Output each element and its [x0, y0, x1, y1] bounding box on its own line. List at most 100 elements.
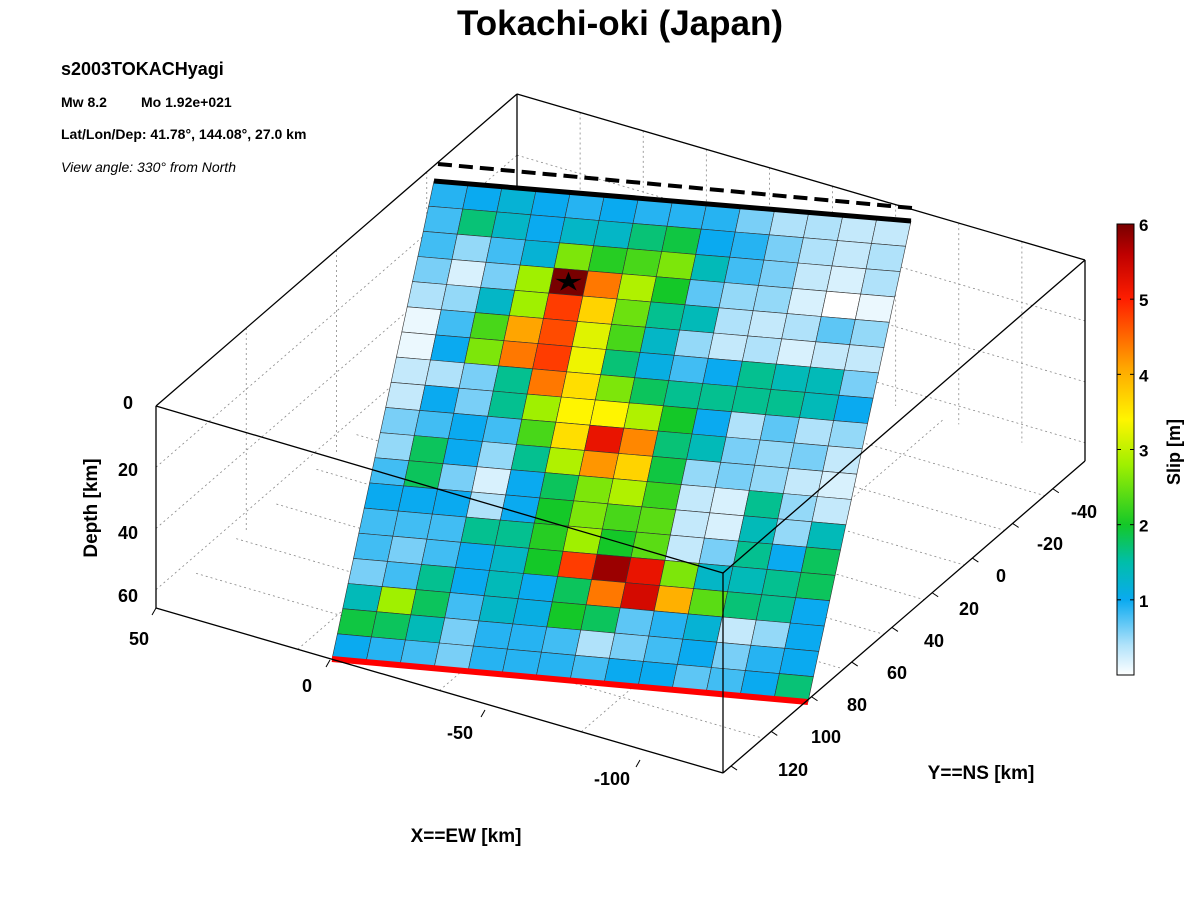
y-tick-label: 20	[959, 599, 979, 619]
slip-cell	[392, 510, 433, 540]
slip-cell	[707, 332, 749, 362]
slip-cell	[446, 259, 487, 288]
slip-cell	[421, 538, 462, 568]
slip-cell	[376, 586, 417, 616]
slip-cell	[379, 407, 421, 436]
y-tick-mark	[770, 730, 778, 736]
slip-cell	[648, 610, 689, 640]
slip-cell	[679, 304, 720, 334]
slip-cell	[514, 264, 555, 294]
slip-cell	[731, 386, 772, 416]
slip-cell	[729, 231, 770, 261]
slip-cell	[827, 420, 868, 450]
slip-cell	[566, 346, 607, 376]
slip-cell	[448, 412, 489, 442]
slip-cell	[406, 281, 447, 311]
slip-cell	[711, 641, 752, 671]
slip-cell	[755, 594, 797, 624]
slip-cell	[770, 363, 811, 393]
magnitude-label: Mw 8.2	[61, 94, 107, 110]
slip-cell	[725, 411, 766, 441]
slip-cell	[419, 384, 460, 414]
slip-cell	[605, 323, 646, 353]
slip-cell	[532, 343, 573, 373]
slip-cell	[765, 389, 806, 418]
slip-cell	[759, 414, 800, 444]
y-tick-mark	[972, 557, 979, 563]
fault-traces	[331, 162, 913, 705]
slip-cell	[600, 349, 641, 379]
slip-cell	[582, 270, 623, 300]
slip-cell	[455, 541, 496, 571]
slip-cell	[347, 558, 388, 587]
slip-cell	[714, 461, 756, 491]
slip-cell	[573, 475, 614, 505]
slip-cell	[505, 469, 546, 499]
slip-cell	[512, 598, 553, 628]
slip-cell	[727, 566, 768, 596]
slip-cell	[473, 620, 514, 650]
slip-cell	[693, 563, 734, 593]
slip-cell	[833, 394, 874, 424]
colorbar-tick-label: 5	[1139, 291, 1148, 310]
slip-cell	[453, 387, 494, 417]
slip-cell	[639, 326, 680, 356]
slip-cell	[444, 592, 485, 622]
slip-cell	[747, 310, 788, 340]
slip-cell	[487, 390, 528, 420]
y-tick-mark	[891, 626, 899, 632]
slip-cell	[609, 632, 650, 662]
box-edge	[155, 607, 724, 774]
slip-cell	[766, 543, 807, 573]
slip-cell	[557, 550, 598, 580]
slip-cell	[677, 638, 718, 668]
slip-cell	[593, 220, 634, 249]
slip-cell	[337, 608, 378, 638]
slip-cell	[401, 306, 442, 336]
slip-cell	[720, 436, 761, 466]
slip-cell	[571, 321, 612, 350]
box-edge	[722, 460, 1086, 774]
y-tick-label: 40	[924, 631, 944, 651]
slip-cell	[589, 399, 630, 429]
slip-cell	[854, 293, 896, 323]
slip-cell	[363, 482, 404, 512]
depth-tick-label: 20	[118, 460, 138, 480]
x-tick-label: -100	[594, 769, 630, 789]
slip-cell	[653, 585, 694, 615]
fault-plane	[331, 180, 912, 703]
y-tick-label: -20	[1037, 534, 1063, 554]
slip-cell	[587, 245, 628, 275]
slip-cell	[440, 284, 481, 313]
slip-cell	[663, 380, 704, 410]
slip-cell	[405, 614, 446, 644]
slip-cell	[815, 316, 856, 346]
box-edge	[155, 93, 518, 407]
slip-cell	[806, 521, 847, 551]
slip-cell	[741, 335, 783, 365]
slip-cell	[480, 261, 521, 291]
box-edge	[155, 405, 724, 574]
colorbar-tick-label: 4	[1139, 366, 1149, 385]
depth-tick-label: 60	[118, 586, 138, 606]
slip-cell	[732, 540, 773, 570]
slip-cell	[374, 432, 415, 462]
slip-cell	[471, 466, 512, 496]
slip-cell	[553, 242, 594, 272]
slip-cell	[652, 430, 693, 460]
slip-cell	[519, 239, 560, 269]
slip-cell	[792, 262, 833, 292]
colorbar-tick-label: 3	[1139, 442, 1148, 461]
slip-cell	[748, 464, 790, 494]
slip-cell	[381, 561, 422, 590]
slip-cell	[752, 285, 793, 314]
slip-cell	[550, 421, 591, 451]
x-tick-mark	[325, 659, 331, 668]
slip-cell	[580, 604, 621, 634]
slip-cell	[408, 435, 449, 465]
y-tick-mark	[1012, 522, 1019, 528]
slip-cell	[621, 248, 663, 278]
box-edge	[516, 93, 1086, 261]
slip-cell	[458, 362, 499, 392]
